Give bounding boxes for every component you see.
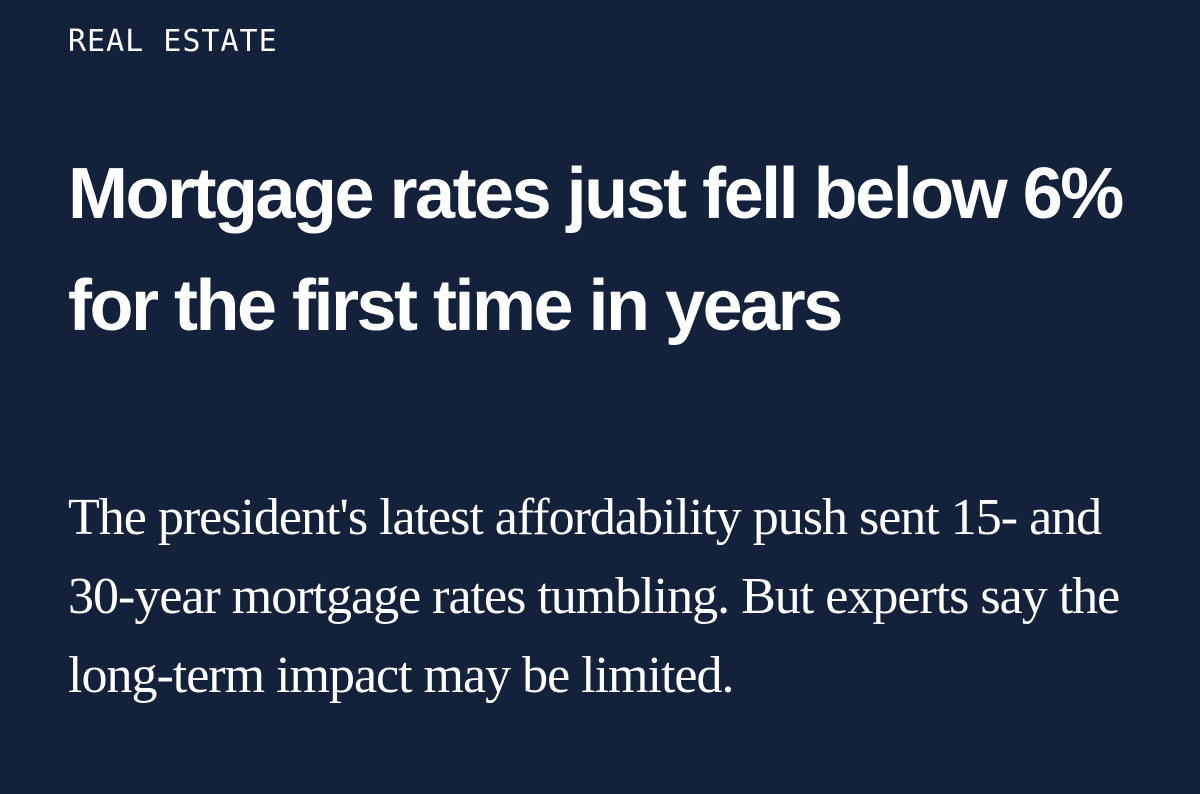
headline[interactable]: Mortgage rates just fell below 6% for th…	[68, 154, 1124, 346]
dek-summary: The president's latest affordability pus…	[68, 489, 1120, 704]
category-label[interactable]: REAL ESTATE	[68, 24, 278, 59]
